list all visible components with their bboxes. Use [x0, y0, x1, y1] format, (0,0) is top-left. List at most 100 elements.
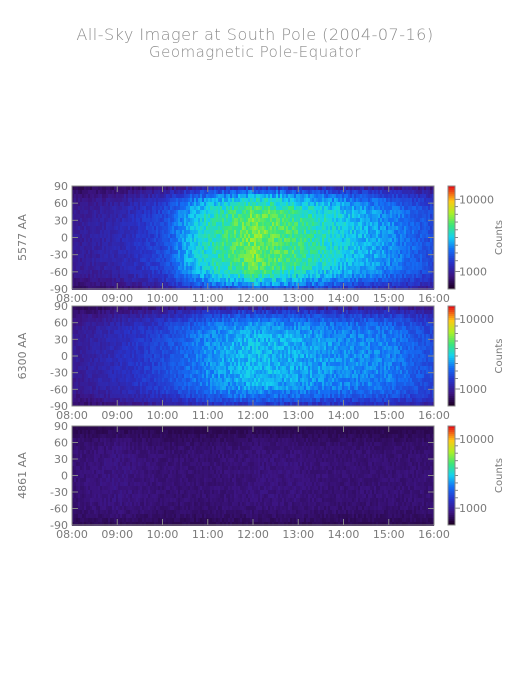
heatmap-cell [214, 258, 216, 262]
heatmap-cell [174, 246, 176, 250]
heatmap-cell [392, 282, 394, 286]
heatmap-cell [124, 214, 126, 218]
heatmap-cell [360, 282, 362, 286]
heatmap-cell [214, 186, 216, 190]
heatmap-cell [430, 194, 432, 198]
heatmap-cell [408, 190, 410, 194]
heatmap-image [72, 186, 434, 290]
heatmap-cell [98, 242, 100, 246]
heatmap-cell [110, 230, 112, 234]
heatmap-cell [164, 206, 166, 210]
heatmap-cell [314, 190, 316, 194]
heatmap-cell [394, 274, 396, 278]
heatmap-cell [130, 258, 132, 262]
heatmap-cell [422, 186, 424, 190]
heatmap-cell [392, 214, 394, 218]
heatmap-cell [354, 238, 356, 242]
heatmap-cell [244, 190, 246, 194]
heatmap-cell [388, 234, 390, 238]
heatmap-cell [158, 254, 160, 258]
heatmap-cell [146, 254, 148, 258]
heatmap-cell [276, 250, 278, 254]
heatmap-cell [80, 246, 82, 250]
heatmap-cell [146, 262, 148, 266]
heatmap-cell [298, 258, 300, 262]
heatmap-cell [78, 402, 80, 406]
heatmap-cell [304, 206, 306, 210]
heatmap-cell [340, 246, 342, 250]
heatmap-cell [300, 278, 302, 282]
heatmap-cell [430, 198, 432, 202]
heatmap-cell [334, 206, 336, 210]
heatmap-cell [164, 222, 166, 226]
heatmap-cell [402, 202, 404, 206]
heatmap-cell [214, 202, 216, 206]
y-tick-label: 30 [54, 214, 68, 227]
heatmap-cell [122, 202, 124, 206]
heatmap-cell [340, 202, 342, 206]
heatmap-cell [110, 186, 112, 190]
heatmap-cell [156, 258, 158, 262]
heatmap-cell [390, 202, 392, 206]
heatmap-cell [96, 234, 98, 238]
heatmap-cell [226, 190, 228, 194]
heatmap-cell [82, 342, 84, 346]
heatmap-cell [382, 210, 384, 214]
heatmap-cell [142, 214, 144, 218]
heatmap-cell [390, 222, 392, 226]
heatmap-cell [106, 238, 108, 242]
heatmap-cell [230, 262, 232, 266]
heatmap-cell [130, 262, 132, 266]
heatmap-cell [374, 210, 376, 214]
heatmap-cell [280, 214, 282, 218]
heatmap-cell [154, 274, 156, 278]
heatmap-cell [134, 214, 136, 218]
heatmap-cell [178, 194, 180, 198]
heatmap-cell [410, 278, 412, 282]
heatmap-cell [372, 278, 374, 282]
heatmap-cell [232, 238, 234, 242]
heatmap-cell [122, 278, 124, 282]
heatmap-cell [314, 218, 316, 222]
heatmap-cell [248, 266, 250, 270]
heatmap-cell [140, 190, 142, 194]
heatmap-cell [324, 194, 326, 198]
heatmap-cell [374, 194, 376, 198]
heatmap-cell [420, 190, 422, 194]
heatmap-cell [74, 370, 76, 374]
heatmap-cell [234, 274, 236, 278]
heatmap-cell [386, 198, 388, 202]
heatmap-cell [386, 254, 388, 258]
heatmap-cell [338, 242, 340, 246]
heatmap-cell [250, 254, 252, 258]
heatmap-cell [346, 198, 348, 202]
heatmap-cell [246, 238, 248, 242]
heatmap-cell [396, 206, 398, 210]
heatmap-cell [204, 254, 206, 258]
heatmap-cell [354, 202, 356, 206]
heatmap-cell [198, 218, 200, 222]
heatmap-cell [178, 218, 180, 222]
heatmap-cell [134, 230, 136, 234]
heatmap-cell [224, 250, 226, 254]
heatmap-cell [380, 254, 382, 258]
heatmap-cell [120, 250, 122, 254]
heatmap-cell [296, 226, 298, 230]
heatmap-cell [108, 246, 110, 250]
heatmap-cell [334, 222, 336, 226]
heatmap-cell [288, 270, 290, 274]
heatmap-cell [346, 194, 348, 198]
heatmap-cell [258, 274, 260, 278]
heatmap-cell [108, 258, 110, 262]
heatmap-cell [426, 234, 428, 238]
heatmap-cell [324, 238, 326, 242]
heatmap-cell [134, 282, 136, 286]
heatmap-cell [186, 270, 188, 274]
heatmap-cell [426, 210, 428, 214]
heatmap-cell [324, 222, 326, 226]
heatmap-cell [274, 222, 276, 226]
heatmap-cell [164, 266, 166, 270]
heatmap-cell [350, 190, 352, 194]
heatmap-cell [320, 238, 322, 242]
heatmap-cell [142, 278, 144, 282]
